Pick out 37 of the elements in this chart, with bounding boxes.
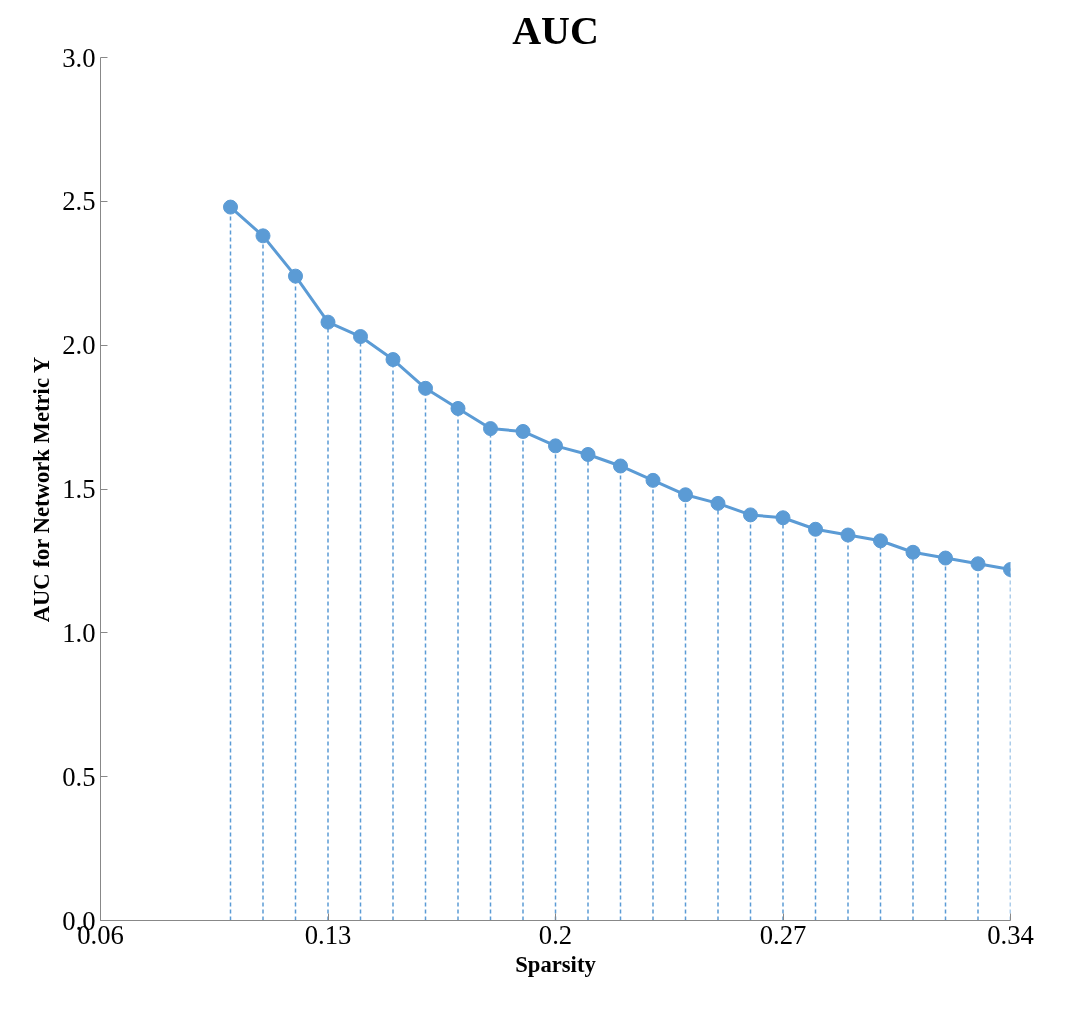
point [580, 446, 596, 462]
point [418, 380, 433, 396]
point [255, 228, 271, 244]
x-axis-title: Sparsity [515, 951, 597, 977]
point [808, 521, 823, 537]
point [710, 495, 726, 511]
point [678, 487, 693, 503]
y-tick-label: 2.5 [62, 186, 96, 217]
point [775, 510, 791, 526]
point [938, 550, 953, 566]
x-tick-label: 0.27 [759, 919, 807, 950]
point [970, 556, 986, 572]
point [385, 352, 401, 368]
point [483, 421, 498, 437]
x-tick-label: 0.34 [987, 919, 1034, 950]
y-tick-label: 1.0 [62, 617, 96, 648]
point [613, 458, 628, 474]
point [515, 423, 531, 439]
y-tick-label: 0.5 [62, 761, 96, 792]
point [353, 329, 368, 345]
point [873, 533, 888, 549]
y-tick-label: 1.5 [62, 474, 96, 504]
point [223, 199, 238, 215]
point [645, 472, 661, 488]
point [743, 507, 758, 523]
point [288, 268, 303, 284]
point [905, 544, 921, 560]
y-tick-label: 2.0 [62, 330, 96, 361]
point [320, 314, 336, 330]
chart-title: AUC [512, 7, 599, 53]
point [548, 438, 563, 454]
y-axis-title: AUC for Network Metric Y [29, 356, 55, 623]
x-tick-label: 0.2 [538, 919, 573, 950]
point [450, 400, 466, 416]
x-tick-label: 0.13 [304, 919, 352, 950]
y-tick-label: 3.0 [62, 42, 96, 73]
point [840, 527, 856, 543]
